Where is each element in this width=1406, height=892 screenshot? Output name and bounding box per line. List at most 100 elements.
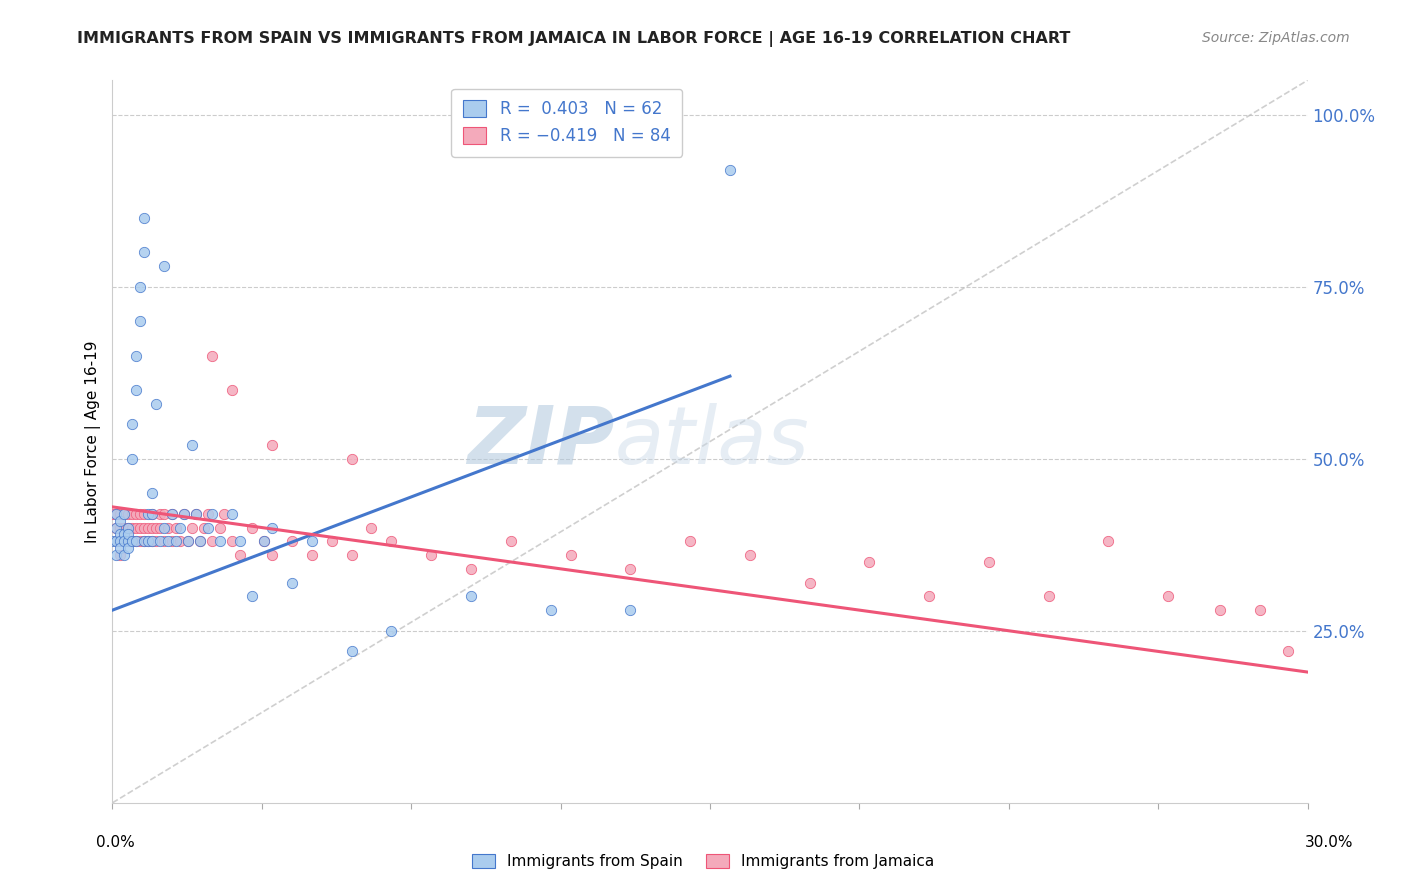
Point <box>173 507 195 521</box>
Point <box>134 534 156 549</box>
Point <box>460 562 482 576</box>
Point <box>105 520 128 534</box>
Point <box>799 575 821 590</box>
Point <box>117 534 139 549</box>
Point <box>221 534 243 549</box>
Point <box>105 520 128 534</box>
Point <box>177 534 200 549</box>
Legend: R =  0.403   N = 62, R = −0.419   N = 84: R = 0.403 N = 62, R = −0.419 N = 84 <box>451 88 682 157</box>
Point <box>162 507 183 521</box>
Point <box>110 548 132 562</box>
Point <box>149 534 172 549</box>
Point <box>173 507 195 521</box>
Point <box>138 534 160 549</box>
Point <box>177 534 200 549</box>
Point <box>129 520 152 534</box>
Point <box>977 555 1000 569</box>
Point <box>105 548 128 562</box>
Point <box>114 507 135 521</box>
Point <box>718 162 741 177</box>
Point <box>110 534 132 549</box>
Point <box>134 534 156 549</box>
Point <box>110 520 132 534</box>
Point <box>260 520 283 534</box>
Point <box>153 534 176 549</box>
Text: ZIP: ZIP <box>467 402 614 481</box>
Point <box>138 520 160 534</box>
Point <box>138 507 160 521</box>
Point <box>134 245 156 260</box>
Point <box>1249 603 1271 617</box>
Point <box>281 534 304 549</box>
Point <box>129 507 152 521</box>
Point <box>229 548 252 562</box>
Point <box>281 575 304 590</box>
Point <box>340 644 363 658</box>
Point <box>117 507 139 521</box>
Text: atlas: atlas <box>614 402 810 481</box>
Point <box>340 451 363 466</box>
Point <box>169 520 191 534</box>
Point <box>181 438 204 452</box>
Point <box>240 520 263 534</box>
Point <box>114 534 135 549</box>
Point <box>197 520 219 534</box>
Point <box>380 624 402 638</box>
Point <box>918 590 941 604</box>
Point <box>301 534 323 549</box>
Point <box>260 548 283 562</box>
Point <box>114 534 135 549</box>
Point <box>201 507 224 521</box>
Point <box>117 541 139 556</box>
Point <box>114 548 135 562</box>
Point <box>138 534 160 549</box>
Point <box>125 534 148 549</box>
Point <box>1157 590 1180 604</box>
Point <box>540 603 562 617</box>
Point <box>260 438 283 452</box>
Point <box>221 383 243 397</box>
Text: 0.0%: 0.0% <box>96 836 135 850</box>
Point <box>141 534 163 549</box>
Point <box>101 507 124 521</box>
Point <box>129 534 152 549</box>
Text: IMMIGRANTS FROM SPAIN VS IMMIGRANTS FROM JAMAICA IN LABOR FORCE | AGE 16-19 CORR: IMMIGRANTS FROM SPAIN VS IMMIGRANTS FROM… <box>77 31 1071 47</box>
Point <box>162 507 183 521</box>
Point <box>114 520 135 534</box>
Point <box>134 507 156 521</box>
Point <box>153 520 176 534</box>
Point <box>141 486 163 500</box>
Point <box>125 534 148 549</box>
Point <box>197 507 219 521</box>
Point <box>1209 603 1232 617</box>
Point <box>110 514 132 528</box>
Point <box>125 520 148 534</box>
Point <box>145 397 167 411</box>
Point <box>1277 644 1299 658</box>
Point <box>560 548 582 562</box>
Point <box>240 590 263 604</box>
Point <box>619 603 641 617</box>
Point <box>165 534 187 549</box>
Point <box>212 507 235 521</box>
Point <box>129 314 152 328</box>
Point <box>105 534 128 549</box>
Point <box>253 534 276 549</box>
Point <box>125 507 148 521</box>
Point <box>858 555 880 569</box>
Point <box>186 507 208 521</box>
Point <box>134 211 156 225</box>
Point <box>145 534 167 549</box>
Y-axis label: In Labor Force | Age 16-19: In Labor Force | Age 16-19 <box>86 340 101 543</box>
Point <box>1097 534 1119 549</box>
Point <box>110 527 132 541</box>
Point <box>157 520 180 534</box>
Point <box>165 520 187 534</box>
Point <box>149 507 172 521</box>
Point <box>105 507 128 521</box>
Point <box>157 534 180 549</box>
Point <box>141 520 163 534</box>
Point <box>301 548 323 562</box>
Point <box>420 548 443 562</box>
Point <box>738 548 761 562</box>
